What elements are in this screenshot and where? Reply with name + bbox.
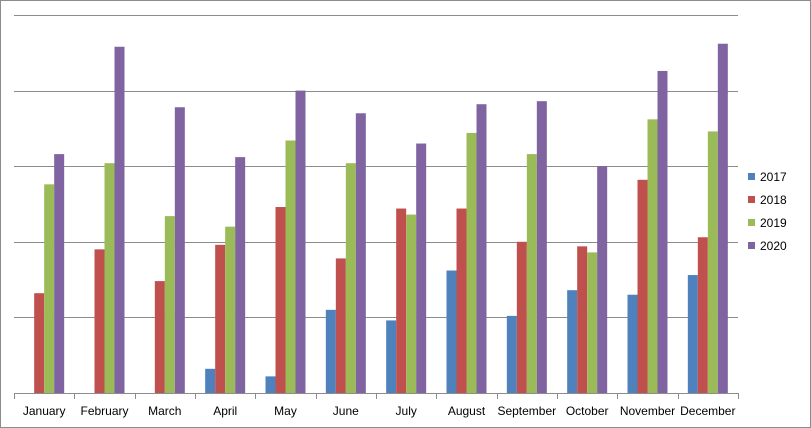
bar-2019-june <box>345 163 356 393</box>
x-tick-label-may: May <box>274 404 297 418</box>
bar-2018-june <box>335 258 346 393</box>
bar-2017-september <box>506 315 517 393</box>
bar-2018-october <box>577 246 588 393</box>
bar-2018-july <box>396 208 407 393</box>
bar-2019-december <box>707 131 718 394</box>
legend-label-2017: 2017 <box>760 170 787 184</box>
bar-2020-october <box>597 166 608 393</box>
legend-swatch-2020 <box>748 242 755 249</box>
x-axis: January February March April May June July Augu… <box>14 393 739 418</box>
bar-2019-january <box>44 184 55 393</box>
x-tick-label-august: August <box>448 404 486 418</box>
legend-label-2018: 2018 <box>760 193 787 207</box>
bar-2019-may <box>285 140 296 393</box>
bar-2018-march <box>154 281 165 393</box>
bar-2020-april <box>235 157 246 393</box>
bar-2018-january <box>34 293 45 393</box>
bar-2017-june <box>325 309 336 393</box>
bar-2017-november <box>627 294 638 393</box>
bar-2020-november <box>657 70 668 393</box>
bar-2019-april <box>225 226 236 393</box>
bar-2020-march <box>174 107 185 393</box>
bar-2019-august <box>466 132 477 393</box>
legend-swatch-2019 <box>748 219 755 226</box>
bar-2020-july <box>416 143 427 393</box>
bar-2018-may <box>275 207 286 393</box>
bar-2019-september <box>526 154 537 393</box>
legend-label-2019: 2019 <box>760 216 787 230</box>
bar-2020-june <box>355 113 366 393</box>
x-tick-label-december: December <box>680 404 735 418</box>
x-tick-label-november: November <box>620 404 675 418</box>
bar-2020-august <box>476 104 487 394</box>
bar-2020-may <box>295 90 306 393</box>
bar-2017-may <box>265 376 276 393</box>
gridlines <box>14 15 738 318</box>
bar-2018-september <box>516 241 527 393</box>
x-tick-label-october: October <box>566 404 609 418</box>
bar-2017-july <box>386 320 397 393</box>
bar-2019-february <box>104 163 115 393</box>
bar-2020-december <box>717 43 728 393</box>
bar-2019-october <box>587 252 598 393</box>
bar-2017-december <box>687 275 698 393</box>
bar-2017-august <box>446 270 457 393</box>
x-tick-label-march: March <box>148 404 181 418</box>
bar-2017-october <box>567 290 578 393</box>
bar-2018-february <box>94 249 105 393</box>
bar-2020-september <box>536 101 547 394</box>
bar-2020-february <box>114 46 125 393</box>
bar-2018-november <box>637 179 648 393</box>
legend-label-2020: 2020 <box>760 239 787 253</box>
bar-2019-july <box>406 214 417 393</box>
x-tick-label-june: June <box>333 404 359 418</box>
bars <box>34 43 728 394</box>
x-tick-label-july: July <box>396 404 417 418</box>
legend: 2017 2018 2019 2020 <box>748 170 787 253</box>
legend-swatch-2017 <box>748 173 755 180</box>
x-tick-label-february: February <box>80 404 128 418</box>
bar-2018-august <box>456 208 467 393</box>
bar-2020-january <box>54 154 65 393</box>
bar-2019-march <box>164 216 175 393</box>
bar-2019-november <box>647 119 658 393</box>
x-tick-label-january: January <box>23 404 66 418</box>
bar-2018-december <box>697 237 708 393</box>
legend-swatch-2018 <box>748 196 755 203</box>
bar-2017-april <box>205 368 216 393</box>
bar-2018-april <box>215 244 226 393</box>
x-tick-label-april: April <box>213 404 237 418</box>
x-tick-label-september: September <box>497 404 556 418</box>
